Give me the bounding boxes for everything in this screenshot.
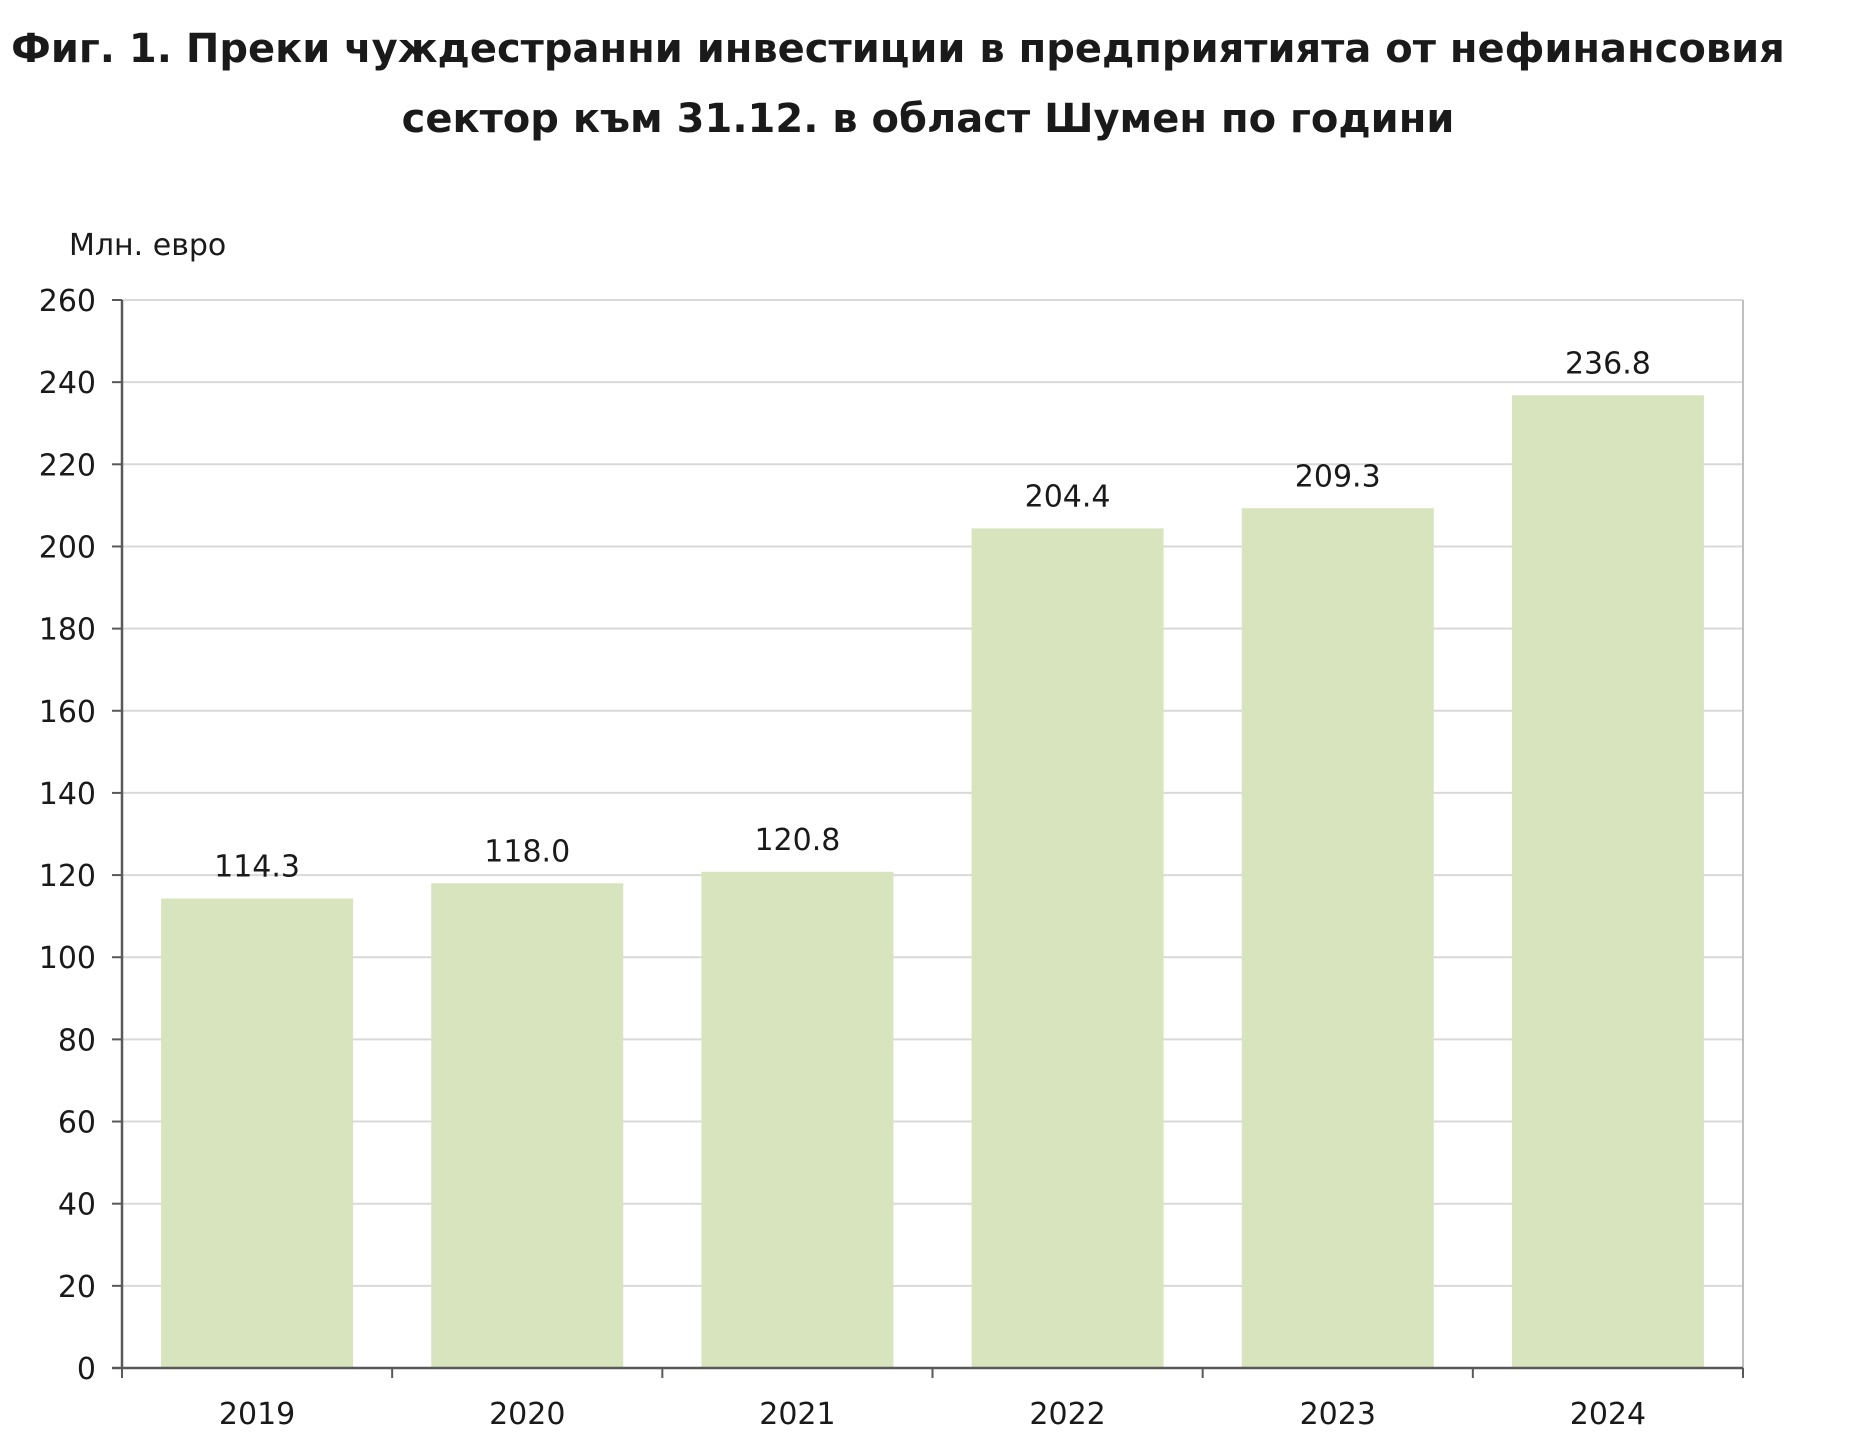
data-label: 120.8	[754, 823, 840, 858]
y-tick-label: 100	[39, 941, 96, 976]
x-tick-label: 2024	[1570, 1397, 1646, 1432]
x-tick-label: 2022	[1029, 1397, 1105, 1432]
x-tick-label: 2023	[1300, 1397, 1376, 1432]
chart-title: Фиг. 1. Преки чуждестранни инвестиции в …	[0, 14, 1856, 154]
x-tick-label: 2020	[489, 1397, 565, 1432]
bar-2022	[971, 528, 1164, 1368]
bar-2023	[1241, 508, 1434, 1368]
y-tick-label: 140	[39, 777, 96, 812]
x-tick-label: 2019	[219, 1397, 295, 1432]
y-tick-label: 260	[39, 284, 96, 319]
y-tick-label: 40	[58, 1188, 96, 1223]
x-tick-label: 2021	[759, 1397, 835, 1432]
chart-title-line-1: Фиг. 1. Преки чуждестранни инвестиции в …	[11, 26, 1785, 72]
data-label: 209.3	[1295, 459, 1381, 494]
data-label: 204.4	[1025, 479, 1111, 514]
data-label: 114.3	[214, 849, 300, 884]
y-tick-label: 60	[58, 1106, 96, 1141]
bar-2020	[431, 883, 624, 1368]
y-tick-label: 0	[77, 1352, 96, 1387]
y-tick-label: 80	[58, 1023, 96, 1058]
y-tick-label: 220	[39, 448, 96, 483]
y-tick-label: 200	[39, 530, 96, 565]
bar-2021	[701, 871, 894, 1368]
data-label: 118.0	[484, 834, 570, 869]
data-label: 236.8	[1565, 346, 1651, 381]
axes	[112, 299, 1744, 1378]
y-tick-label: 240	[39, 366, 96, 401]
y-tick-label: 160	[39, 695, 96, 730]
labels: 0 20 40 60 80 100 120 140 160 180 200 220 240 260 114.…	[39, 284, 1651, 1432]
chart-title-line-2: сектор към 31.12. в област Шумен по годи…	[401, 96, 1455, 142]
y-tick-label: 120	[39, 859, 96, 894]
bars	[161, 395, 1704, 1368]
y-axis-unit-label: Млн. евро	[69, 228, 227, 263]
y-tick-label: 20	[58, 1270, 96, 1305]
y-tick-label: 180	[39, 613, 96, 648]
gridlines	[122, 299, 1743, 1287]
bar-2024	[1511, 395, 1704, 1368]
bar-2019	[161, 898, 354, 1368]
